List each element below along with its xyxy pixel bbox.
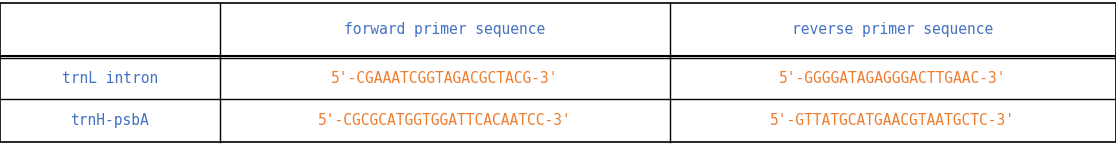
Text: 5'-GGGGATAGAGGGACTTGAAC-3': 5'-GGGGATAGAGGGACTTGAAC-3' — [779, 71, 1007, 86]
Text: forward primer sequence: forward primer sequence — [344, 22, 546, 37]
Text: trnL intron: trnL intron — [61, 71, 158, 86]
Text: reverse primer sequence: reverse primer sequence — [792, 22, 993, 37]
Text: 5'-GTTATGCATGAACGTAATGCTC-3': 5'-GTTATGCATGAACGTAATGCTC-3' — [770, 113, 1016, 128]
Text: 5'-CGAAATCGGTAGACGCTACG-3': 5'-CGAAATCGGTAGACGCTACG-3' — [331, 71, 558, 86]
Text: 5'-CGCGCATGGTGGATTCACAATCC-3': 5'-CGCGCATGGTGGATTCACAATCC-3' — [318, 113, 571, 128]
Text: trnH-psbA: trnH-psbA — [70, 113, 150, 128]
